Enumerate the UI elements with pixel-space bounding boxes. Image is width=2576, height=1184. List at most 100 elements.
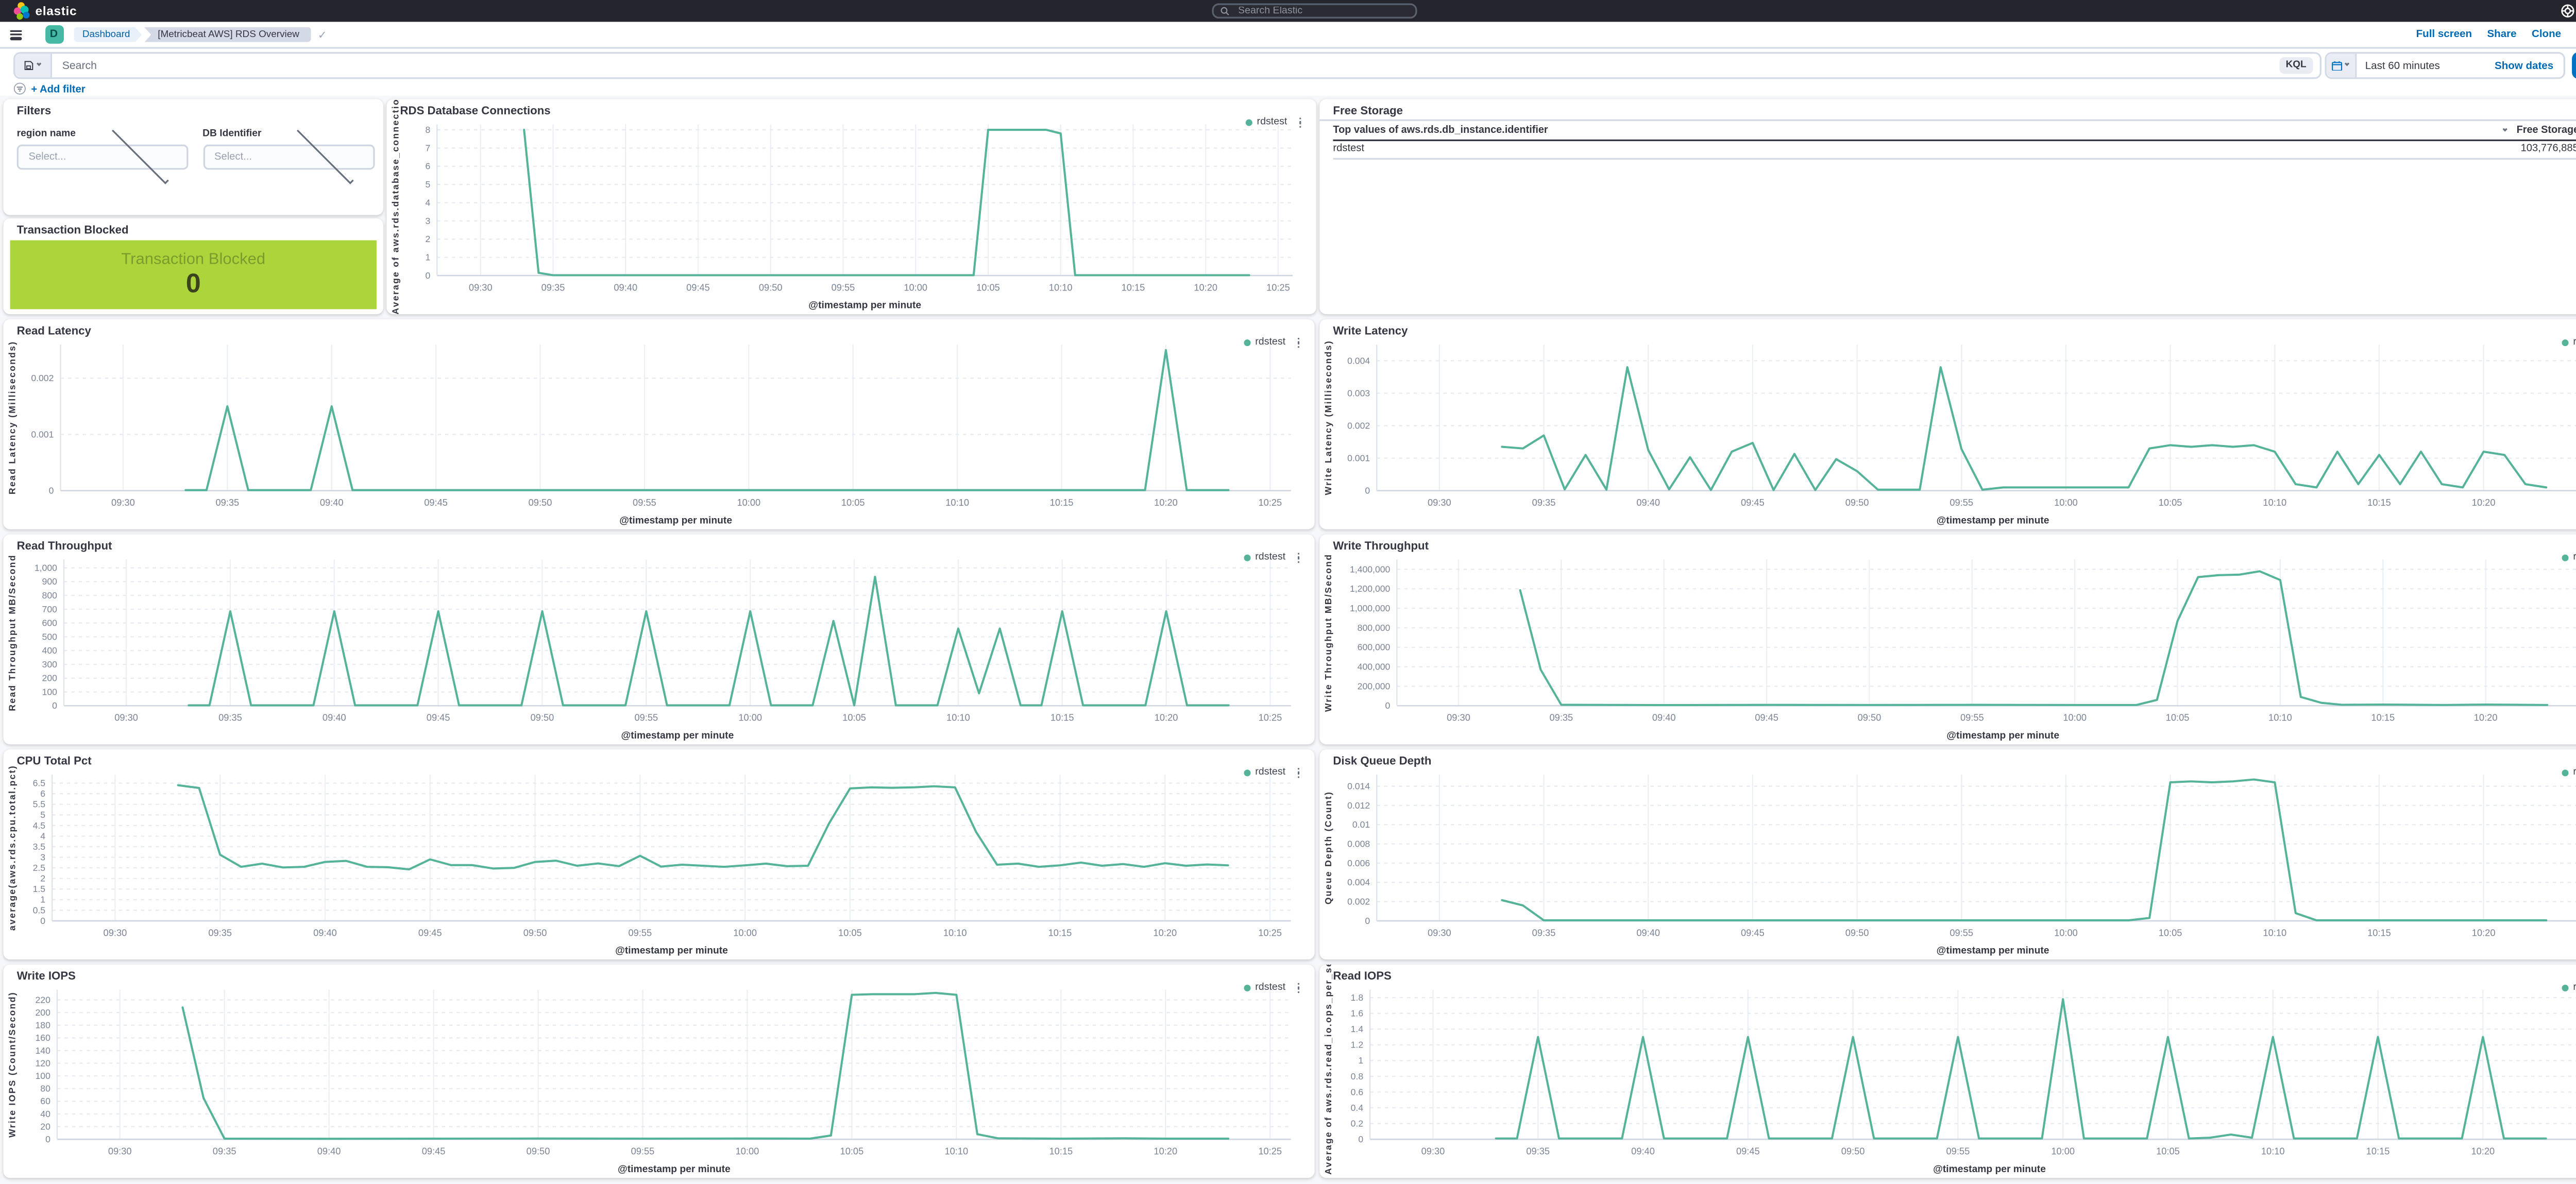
legend-series-label[interactable]: rdstest <box>1255 337 1286 348</box>
legend-series-label[interactable]: rdstest <box>2573 768 2576 778</box>
legend-options-icon[interactable] <box>1296 336 1301 350</box>
legend-series-label[interactable]: rdstest <box>1255 553 1286 563</box>
svg-text:09:35: 09:35 <box>215 497 239 508</box>
db-identifier-select[interactable]: Select... <box>202 127 374 184</box>
svg-text:10:20: 10:20 <box>1154 1146 1177 1157</box>
svg-text:4.5: 4.5 <box>33 820 46 831</box>
control-label: DB Identifier <box>202 129 262 140</box>
add-filter-button[interactable]: + Add filter <box>31 83 86 95</box>
svg-text:@timestamp per minute: @timestamp per minute <box>619 515 732 526</box>
full-screen-button[interactable]: Full screen <box>2416 29 2472 41</box>
clone-button[interactable]: Clone <box>2531 29 2562 41</box>
svg-text:09:40: 09:40 <box>1636 927 1660 938</box>
panel-rds-database-connections: RDS Database Connections 0 1 2 3 4 5 6 7 8 09:30 09… <box>386 96 1316 315</box>
svg-text:0.014: 0.014 <box>1347 781 1370 791</box>
filter-options-icon[interactable] <box>13 83 26 95</box>
svg-text:10:05: 10:05 <box>2166 712 2190 723</box>
chart-legend: rdstest <box>1243 551 1301 564</box>
svg-text:09:40: 09:40 <box>1631 1146 1655 1157</box>
svg-text:09:35: 09:35 <box>1550 712 1573 723</box>
svg-text:09:30: 09:30 <box>114 712 138 723</box>
panel-free-storage: Free Storage Top values of aws.rds.db_in… <box>1319 99 2576 315</box>
svg-text:100: 100 <box>42 687 58 697</box>
logo-text: elastic <box>35 3 77 19</box>
svg-text:09:55: 09:55 <box>1960 712 1984 723</box>
svg-text:09:50: 09:50 <box>523 927 547 938</box>
panel-title: Filters <box>16 105 52 117</box>
dashboard-grid: Filters region name Select... DB Identif… <box>0 95 2576 1184</box>
saved-query-menu-button[interactable] <box>15 54 53 78</box>
menu-icon[interactable] <box>9 30 21 40</box>
legend-options-icon[interactable] <box>1297 116 1303 129</box>
query-bar: KQL <box>13 52 2321 79</box>
dashboard-app-icon[interactable]: D <box>44 26 63 44</box>
svg-text:09:30: 09:30 <box>469 282 493 293</box>
panel-cpu-total-pct: CPU Total Pct 0 0.5 1 1.5 2 2.5 3 3.5 4 4.5 5 5.5 6 6.… <box>3 749 1315 960</box>
column-header-identifier[interactable]: Top values of aws.rds.db_instance.identi… <box>1333 124 2516 136</box>
legend-options-icon[interactable] <box>1296 766 1301 780</box>
column-header-free-storage-bytes[interactable]: Free Storage Bytes <box>2517 124 2576 136</box>
legend-series-label[interactable]: rdstest <box>1255 983 1286 993</box>
panel-read-latency: Read Latency 0 0.001 0.002 09:30 09:35 09:40 09… <box>3 319 1315 529</box>
panel-title: Transaction Blocked <box>16 224 129 236</box>
chart-area: 0 1 2 3 4 5 6 7 8 09:30 09:35 09:40 09:45 09:50 09:55 1… <box>386 96 1316 315</box>
legend-series-label[interactable]: rdstest <box>2573 983 2576 993</box>
svg-text:09:35: 09:35 <box>541 282 565 293</box>
svg-text:180: 180 <box>35 1020 50 1031</box>
series-line <box>184 349 1230 491</box>
svg-text:average(aws.rds.cpu.total.pct): average(aws.rds.cpu.total.pct) <box>7 765 17 931</box>
legend-options-icon[interactable] <box>1296 551 1301 564</box>
svg-text:@timestamp per minute: @timestamp per minute <box>1933 1164 2046 1175</box>
svg-text:500: 500 <box>42 631 58 642</box>
svg-text:10:10: 10:10 <box>2263 927 2286 938</box>
svg-text:10:00: 10:00 <box>736 1146 759 1157</box>
show-dates-button[interactable]: Show dates <box>2494 60 2554 72</box>
panel-title: CPU Total Pct <box>16 755 92 767</box>
svg-text:300: 300 <box>42 659 58 670</box>
global-search[interactable] <box>1212 3 1417 20</box>
legend-series-label[interactable]: rdstest <box>1257 117 1287 128</box>
svg-text:0.2: 0.2 <box>1351 1118 1363 1128</box>
chart-canvas: 0 100 200 300 400 500 600 700 800 900 1,000 09:30 09… <box>7 554 1291 741</box>
series-line <box>1501 778 2548 922</box>
region-name-select[interactable]: Select... <box>16 127 189 184</box>
svg-text:@timestamp per minute: @timestamp per minute <box>808 300 921 311</box>
svg-text:09:30: 09:30 <box>1428 497 1451 508</box>
chart-legend: rdstest <box>2561 336 2576 350</box>
time-range-value[interactable]: Last 60 minutes <box>2365 60 2440 72</box>
help-icon[interactable] <box>2560 4 2575 19</box>
breadcrumb-dashboard[interactable]: Dashboard <box>74 27 142 42</box>
svg-text:10:10: 10:10 <box>945 497 969 508</box>
chart-legend: rdstest <box>1243 766 1301 780</box>
divider <box>1319 118 2576 119</box>
date-quick-select-button[interactable] <box>2326 54 2357 78</box>
global-search-input[interactable] <box>1234 4 1409 18</box>
legend-series-label[interactable]: rdstest <box>2573 338 2576 348</box>
search-input[interactable] <box>52 60 2279 72</box>
legend-series-label[interactable]: rdstest <box>1255 767 1286 778</box>
svg-text:10:25: 10:25 <box>1258 497 1282 508</box>
legend-options-icon[interactable] <box>1296 981 1301 994</box>
refresh-button[interactable]: Refresh <box>2571 52 2576 79</box>
svg-text:10:10: 10:10 <box>2261 1146 2285 1157</box>
svg-text:09:30: 09:30 <box>108 1146 132 1157</box>
share-button[interactable]: Share <box>2487 29 2517 41</box>
chart-legend: rdstest <box>2561 766 2576 780</box>
series-line <box>177 784 1229 871</box>
chart-legend: rdstest <box>1245 116 1303 129</box>
query-language-button[interactable]: KQL <box>2279 57 2313 75</box>
svg-text:220: 220 <box>35 994 50 1005</box>
legend-series-label[interactable]: rdstest <box>2573 553 2576 563</box>
svg-text:09:45: 09:45 <box>427 712 450 723</box>
breadcrumb-current-page[interactable]: [Metricbeat AWS] RDS Overview <box>144 27 311 43</box>
elastic-logo[interactable]: elastic <box>13 2 77 20</box>
svg-text:09:55: 09:55 <box>832 282 855 293</box>
svg-text:0.008: 0.008 <box>1347 838 1370 849</box>
svg-text:0.01: 0.01 <box>1352 819 1370 830</box>
chart-legend: rdstest <box>2561 981 2576 994</box>
series-line <box>181 991 1230 1140</box>
svg-text:09:45: 09:45 <box>1741 927 1765 938</box>
svg-text:09:35: 09:35 <box>1532 927 1556 938</box>
svg-text:1.6: 1.6 <box>1351 1008 1364 1019</box>
svg-text:10:15: 10:15 <box>1050 497 1074 508</box>
